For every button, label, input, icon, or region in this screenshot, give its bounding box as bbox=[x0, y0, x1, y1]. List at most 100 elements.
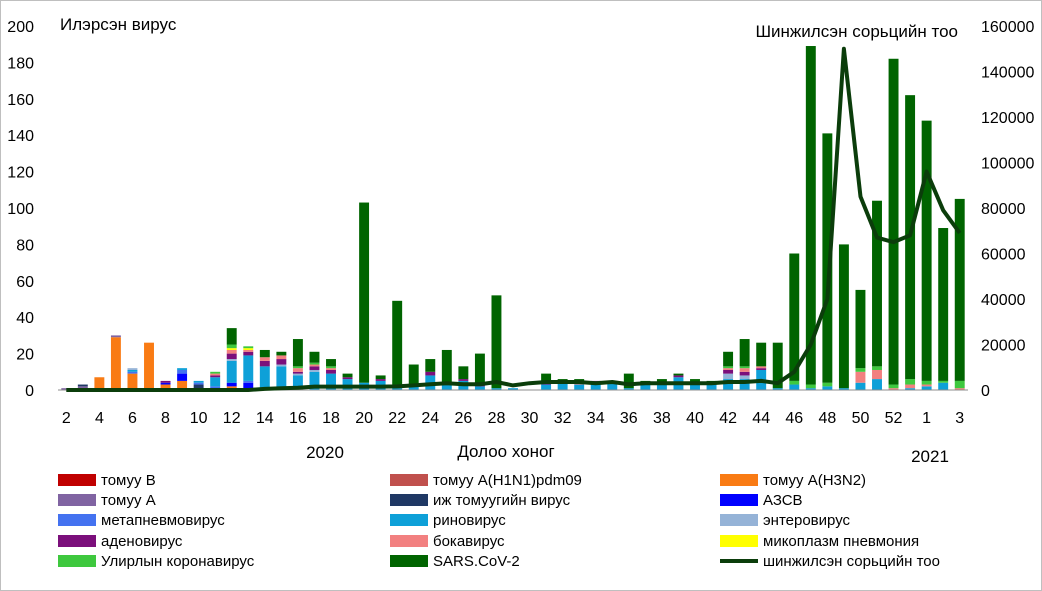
bar-segment bbox=[127, 371, 138, 374]
bar-segment bbox=[954, 388, 965, 390]
bar-segment bbox=[276, 355, 287, 360]
plot-area: 0204060801001201401601802000200004000060… bbox=[7, 19, 1034, 427]
x-tick-label: 40 bbox=[686, 410, 704, 427]
bar-segment bbox=[408, 364, 419, 387]
bar-segment bbox=[921, 120, 932, 381]
bar-segment bbox=[359, 202, 370, 383]
legend: томуу B томуу A(H1N1)pdm09 томуу A(H3N2) то… bbox=[58, 472, 940, 570]
bar-segment bbox=[425, 359, 436, 372]
bar-segment bbox=[541, 373, 552, 383]
bar-segment bbox=[243, 380, 254, 383]
series-line bbox=[66, 46, 962, 392]
bar-segment bbox=[309, 371, 320, 390]
bar-segment bbox=[226, 360, 237, 383]
legend-label: энтеровирус bbox=[763, 512, 851, 529]
x-tick-label: 30 bbox=[521, 410, 539, 427]
bar-segment bbox=[326, 369, 336, 374]
bar-segment bbox=[723, 366, 734, 369]
bar-segment bbox=[259, 357, 270, 361]
bar-segment bbox=[392, 388, 403, 390]
bar-segment bbox=[243, 382, 254, 390]
bar-segment bbox=[822, 382, 833, 387]
bar-segment bbox=[623, 388, 634, 390]
y2-tick-label: 120000 bbox=[981, 110, 1034, 127]
x-tick-label: 20 bbox=[355, 410, 373, 427]
bar-segment bbox=[375, 375, 386, 380]
bar-segment bbox=[276, 351, 287, 356]
bar-segment bbox=[326, 373, 336, 390]
bar-segment bbox=[822, 386, 833, 390]
bar-segment bbox=[309, 351, 320, 363]
legend-swatch bbox=[390, 494, 428, 506]
y-tick-label: 60 bbox=[16, 274, 34, 291]
bar-segment bbox=[723, 373, 734, 380]
bar-segment bbox=[160, 382, 171, 385]
bar-segment bbox=[342, 377, 353, 380]
legend-label: томуу B bbox=[101, 472, 156, 489]
bar-segment bbox=[673, 373, 684, 376]
bar-segment bbox=[855, 371, 866, 383]
bar-segment bbox=[888, 388, 899, 390]
x-tick-label: 38 bbox=[653, 410, 671, 427]
y2-tick-label: 160000 bbox=[981, 19, 1034, 36]
bar-segment bbox=[590, 382, 601, 390]
legend-label: иж томуугийн вирус bbox=[433, 492, 571, 509]
x-tick-label: 42 bbox=[719, 410, 737, 427]
bar-segment bbox=[177, 380, 188, 390]
bar-segment bbox=[425, 371, 436, 376]
x-tick-label: 6 bbox=[128, 410, 137, 427]
bar-segment bbox=[855, 289, 866, 369]
y2-tick-label: 40000 bbox=[981, 292, 1026, 309]
legend-swatch bbox=[390, 555, 428, 567]
legend-swatch bbox=[720, 494, 758, 506]
bar-segment bbox=[772, 388, 783, 390]
bar-segment bbox=[607, 380, 618, 390]
bar-segment bbox=[309, 369, 320, 372]
bar-segment bbox=[640, 382, 651, 390]
bar-segment bbox=[292, 375, 303, 390]
x-tick-label: 10 bbox=[190, 410, 208, 427]
bar-segment bbox=[94, 377, 105, 390]
x-tick-label: 1 bbox=[922, 410, 931, 427]
bar-segment bbox=[905, 384, 916, 389]
bar-segment bbox=[276, 359, 287, 365]
bar-segment bbox=[557, 379, 568, 381]
bar-segment bbox=[756, 342, 767, 367]
bar-segment bbox=[210, 375, 221, 378]
y-tick-label: 160 bbox=[7, 92, 34, 109]
bar-segment bbox=[61, 388, 72, 390]
bar-segment bbox=[210, 377, 221, 387]
bar-segment bbox=[210, 371, 221, 374]
bar-segment bbox=[226, 328, 237, 345]
bar-segment bbox=[342, 379, 353, 390]
bar-segment bbox=[441, 384, 452, 390]
legend-label: томуу A(H3N2) bbox=[763, 472, 866, 489]
x-tick-label: 52 bbox=[885, 410, 903, 427]
left-axis-title: Илэрсэн вирус bbox=[60, 15, 177, 34]
bar-segment bbox=[243, 349, 254, 352]
x-tick-label: 36 bbox=[620, 410, 638, 427]
legend-label: Улирлын коронавирус bbox=[101, 553, 255, 570]
bar-segment bbox=[226, 382, 237, 387]
bar-segment bbox=[739, 379, 750, 390]
bar-segment bbox=[226, 349, 237, 354]
bar-segment bbox=[723, 369, 734, 374]
bar-segment bbox=[259, 366, 270, 390]
bar-segment bbox=[723, 351, 734, 367]
bar-segment bbox=[739, 339, 750, 367]
y-tick-label: 40 bbox=[16, 310, 34, 327]
bar-segment bbox=[739, 366, 750, 369]
bar-segment bbox=[474, 386, 485, 390]
legend-swatch bbox=[720, 535, 758, 547]
bar-segment bbox=[921, 384, 932, 387]
bar-segment bbox=[226, 353, 237, 360]
bar-segment bbox=[739, 371, 750, 376]
bar-segment bbox=[210, 373, 221, 376]
x-tick-label: 48 bbox=[819, 410, 837, 427]
legend-label: микоплазм пневмония bbox=[763, 533, 919, 550]
year-label-2021: 2021 bbox=[911, 447, 949, 466]
bar-segment bbox=[656, 382, 667, 390]
bar-segment bbox=[77, 386, 88, 389]
y-tick-label: 180 bbox=[7, 55, 34, 72]
